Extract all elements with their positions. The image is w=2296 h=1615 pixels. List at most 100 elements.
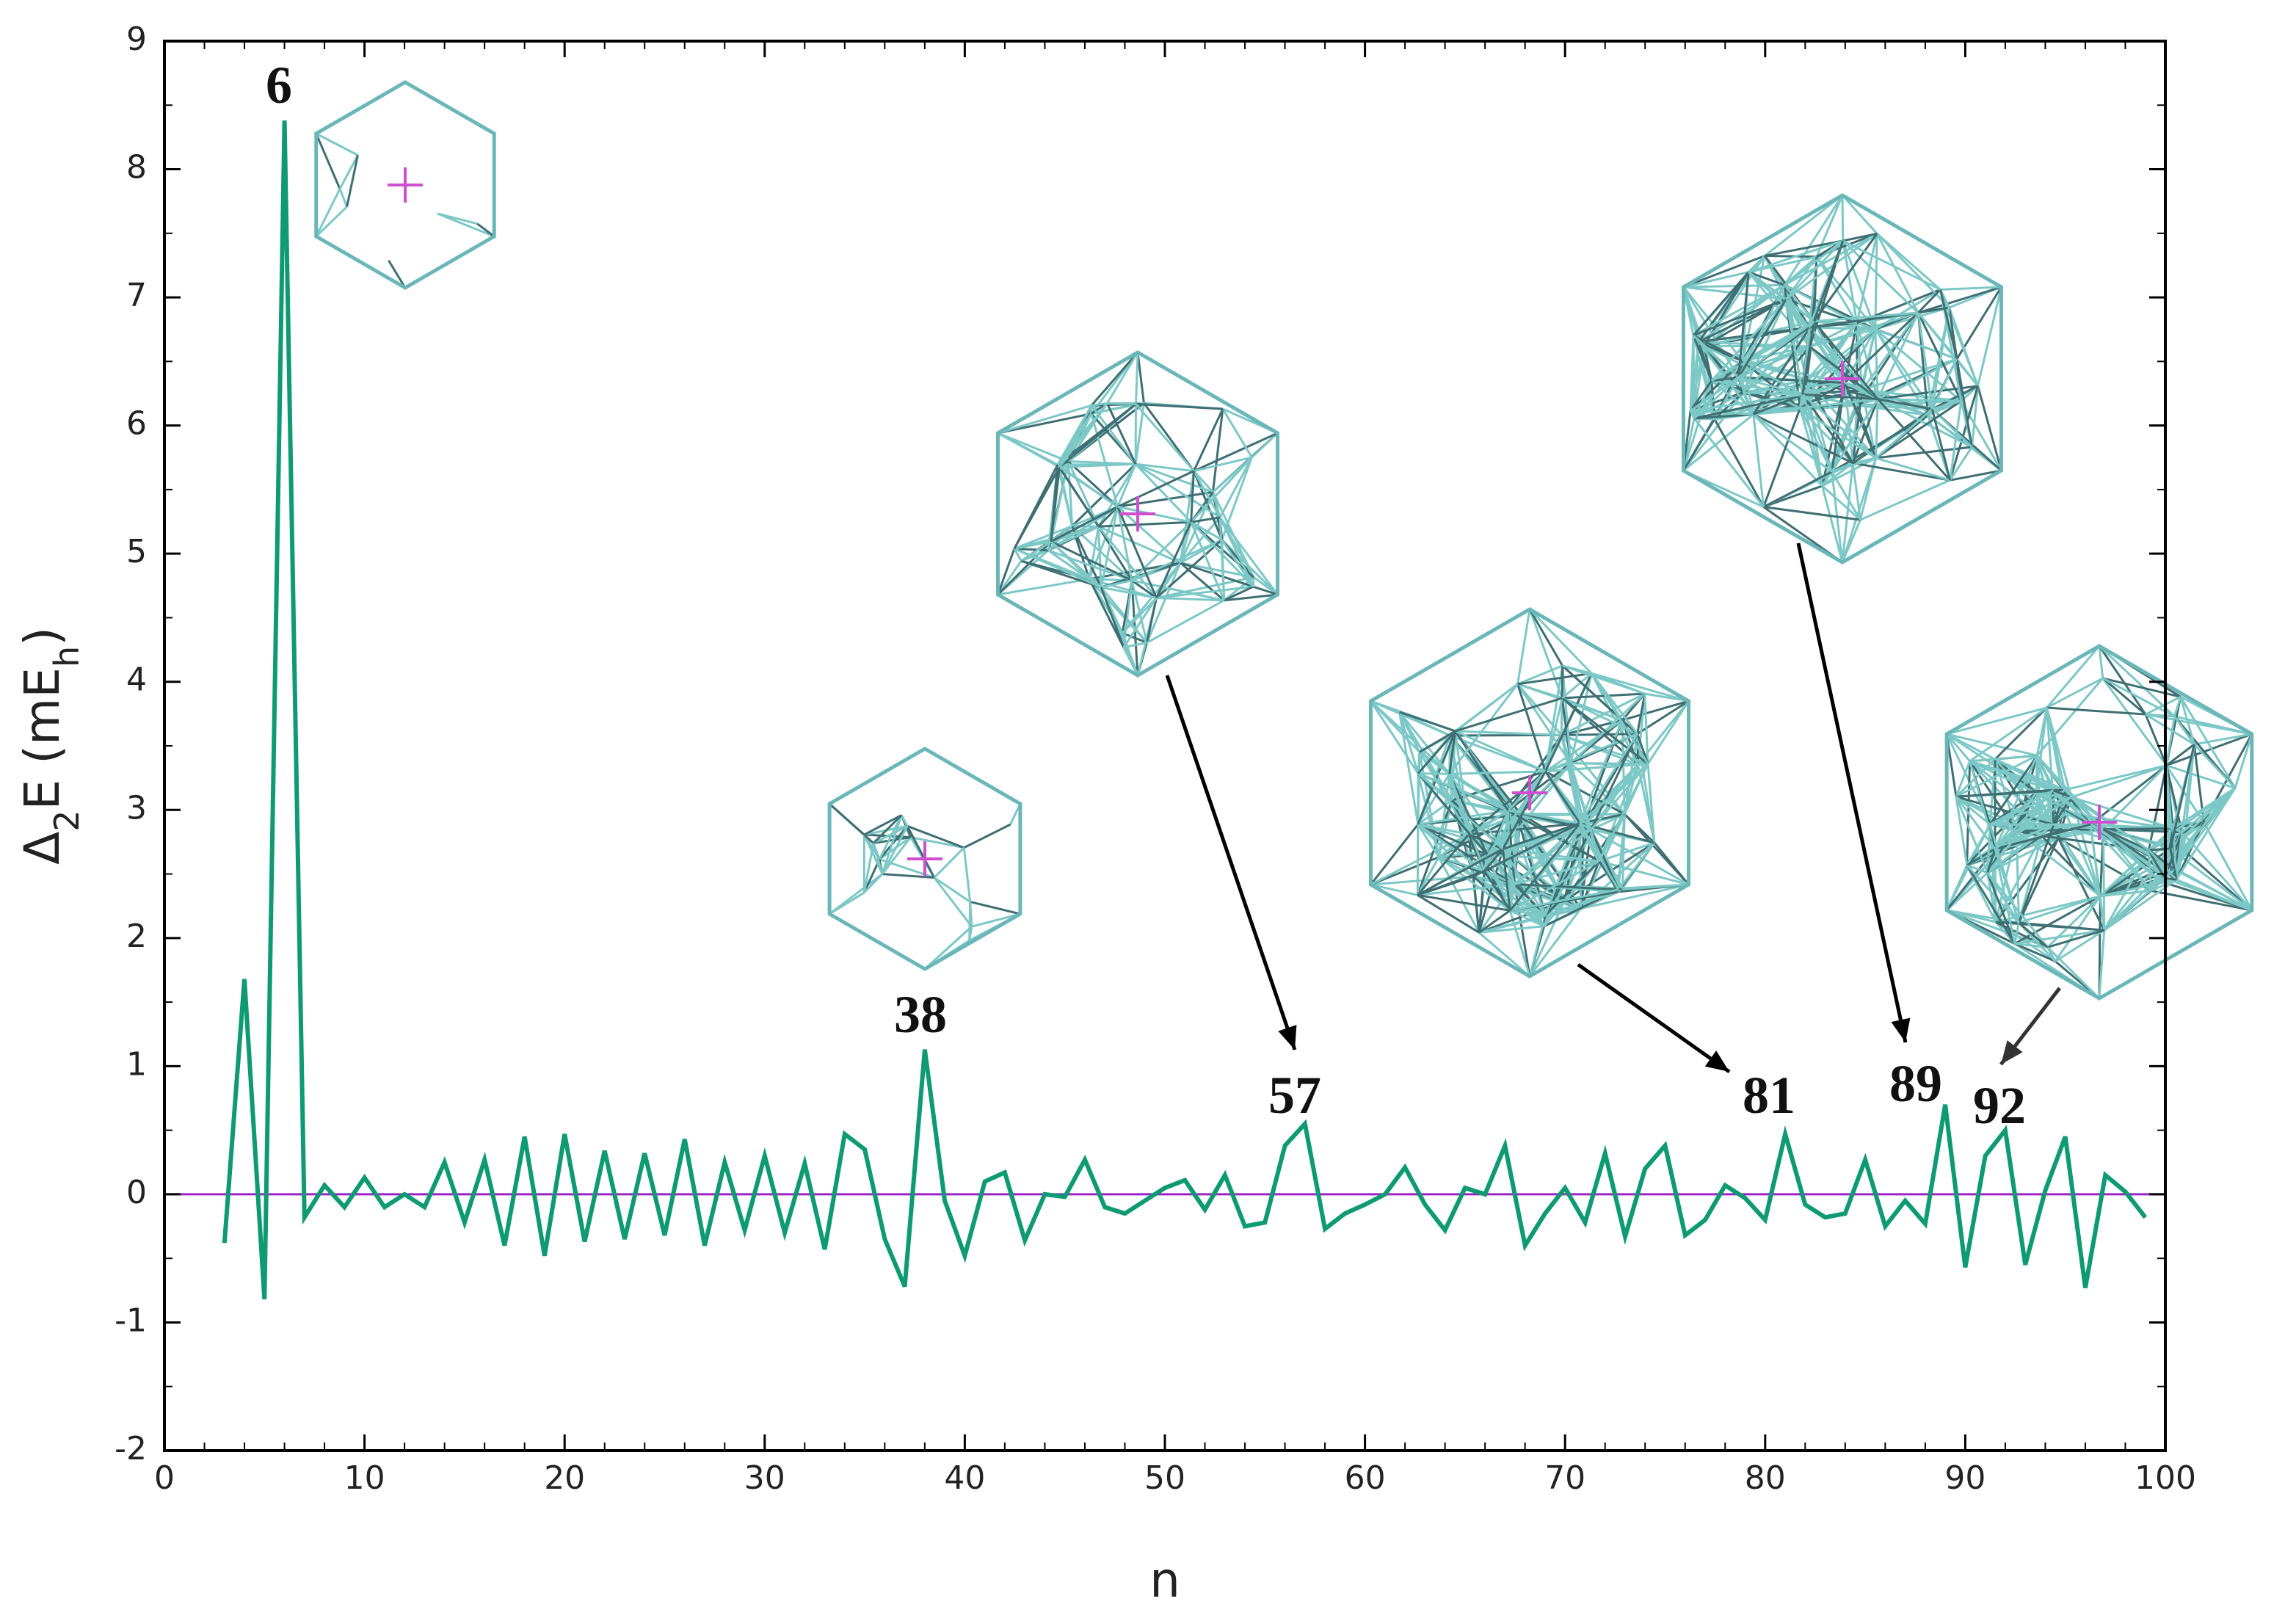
cluster-bond: [1569, 692, 1646, 764]
cluster-bond: [1955, 796, 1989, 874]
cluster-bond: [1821, 485, 1844, 563]
cluster-bond: [923, 926, 973, 970]
cluster-bond: [1191, 516, 1221, 523]
cluster-bond: [1969, 706, 2048, 763]
cluster-bond: [1419, 730, 1456, 753]
cluster-bond: [1117, 490, 1213, 508]
cluster-bond: [1878, 398, 1961, 402]
cluster-bond: [1599, 841, 1655, 863]
cluster-bond: [1014, 548, 1102, 589]
cluster-bond: [2046, 677, 2104, 709]
y-tick-label: 6: [126, 405, 147, 443]
cluster-bond: [1194, 456, 1252, 473]
cluster-bond: [1193, 408, 1224, 472]
cluster-bond: [1955, 796, 1997, 850]
cluster-bond: [1617, 842, 1656, 890]
cluster-bond: [1097, 526, 1102, 588]
cluster-bond: [1455, 697, 1563, 733]
cluster-bond: [1107, 402, 1136, 405]
cluster-bond: [1014, 547, 1049, 552]
cluster-bond: [1190, 520, 1223, 541]
cluster-bond: [1989, 789, 2054, 826]
cluster-bond: [1753, 413, 1853, 465]
cluster-bond: [2016, 828, 2104, 832]
cluster-bond: [1370, 700, 1420, 774]
cluster-bond: [1802, 382, 1845, 396]
cluster-bond: [2052, 824, 2101, 897]
cluster-bond: [1841, 462, 1854, 563]
cluster-bond: [2035, 707, 2048, 756]
cluster-bond: [1417, 883, 1515, 896]
y-tick-label: 7: [126, 277, 147, 314]
cluster-bond: [900, 814, 909, 827]
cluster-bond: [1088, 526, 1100, 580]
cluster-bond: [1417, 833, 1470, 896]
cluster-bond: [1646, 700, 1690, 765]
cluster-bond: [1624, 813, 1655, 844]
cluster-bond: [1417, 894, 1480, 934]
y-tick-label: 2: [126, 918, 147, 955]
annotation: 92: [1973, 1076, 2026, 1135]
cluster-bond: [1931, 385, 1979, 410]
y-axis-title-part: 2: [47, 810, 87, 831]
cluster-bond: [2017, 835, 2043, 923]
cluster-bond: [1842, 239, 1941, 291]
cluster-bond: [1561, 697, 1649, 765]
arrow-line: [1577, 962, 1731, 1074]
cluster-bond: [1812, 240, 1845, 322]
cluster-bond: [1966, 864, 2020, 924]
cluster-bond: [1106, 352, 1139, 404]
cluster-bond: [1621, 700, 1689, 722]
cluster-bond: [1056, 463, 1119, 508]
cluster-bond: [1752, 413, 1833, 473]
cluster-bond: [1507, 770, 1547, 812]
cluster-bond: [1135, 352, 1139, 404]
cluster-bond: [1785, 239, 1844, 300]
cluster-bond: [1844, 382, 1933, 410]
cluster-bond: [1050, 540, 1133, 581]
cluster-bond: [1698, 284, 1786, 344]
cluster-bond: [2046, 946, 2101, 1000]
cluster-bond: [2102, 677, 2176, 718]
cluster-bond: [1483, 870, 1515, 885]
cluster-bond: [1455, 730, 1562, 736]
cluster-bond: [1842, 239, 1919, 314]
cluster-bond: [2151, 889, 2253, 912]
cluster-bond: [1621, 720, 1626, 815]
cluster-hull: [1368, 607, 1691, 979]
y-axis-title-part: h: [47, 646, 87, 667]
cluster-bond: [1623, 733, 1639, 815]
cluster-bond: [1692, 334, 1740, 379]
cluster-bond: [2203, 821, 2253, 911]
cluster-bond: [2193, 743, 2237, 789]
cluster-bond: [1930, 408, 1952, 481]
cluster-bond: [1689, 380, 1713, 412]
cluster-bond: [1417, 752, 1421, 774]
cluster-bond: [1784, 239, 1844, 286]
cluster-bond: [2019, 921, 2104, 932]
cluster-bond: [1097, 526, 1133, 581]
cluster-bond: [1448, 730, 1457, 774]
cluster-hull: [314, 80, 496, 290]
cluster-bond: [1398, 711, 1421, 753]
cluster-bond: [1784, 233, 1878, 286]
cluster-bond: [1190, 521, 1226, 601]
cluster-bond: [906, 825, 936, 879]
annotation: 89: [1889, 1054, 1942, 1113]
cluster-bond: [997, 432, 1069, 462]
cluster-bond: [1917, 312, 1963, 402]
cluster-bond: [1842, 232, 1878, 242]
cluster-bond: [1508, 809, 1580, 825]
cluster-bond: [437, 212, 478, 225]
cluster-bond: [2036, 677, 2104, 757]
x-tick-label: 80: [1745, 1459, 1786, 1497]
cluster-bond: [1986, 824, 2055, 874]
cluster-bond: [997, 548, 1016, 595]
cluster-bond: [1014, 525, 1073, 550]
cluster-bond: [1618, 883, 1689, 891]
cluster-bond: [1653, 842, 1690, 885]
cluster-bond: [1831, 398, 1879, 473]
cluster-bond: [2101, 677, 2146, 716]
cluster-bond: [1966, 824, 1991, 866]
data-line: [222, 120, 2148, 1300]
